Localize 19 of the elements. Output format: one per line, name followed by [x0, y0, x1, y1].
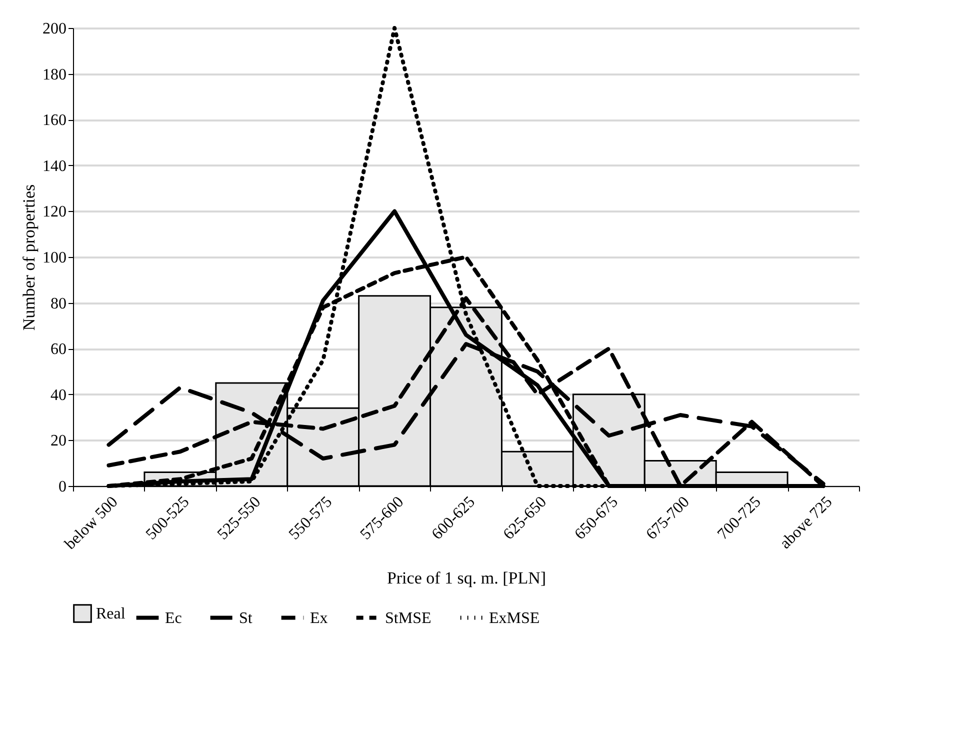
- legend-label: StMSE: [385, 610, 432, 627]
- legend-label: Real: [96, 606, 126, 622]
- y-tick-label: 140: [42, 158, 66, 175]
- legend-label: Ex: [310, 610, 328, 627]
- y-tick-label: 200: [42, 20, 66, 38]
- y-tick-label: 160: [42, 112, 66, 130]
- y-tick-label: 80: [50, 295, 66, 312]
- x-axis-title: Price of 1 sq. m. [PLN]: [386, 568, 546, 588]
- y-tick-label: 40: [50, 386, 66, 404]
- legend-label: ExMSE: [489, 610, 540, 627]
- y-tick-label: 120: [42, 204, 66, 221]
- y-tick-label: 60: [50, 341, 66, 358]
- y-tick-label: 100: [42, 250, 66, 266]
- y-tick-label: 180: [42, 66, 66, 84]
- legend-label: St: [239, 610, 253, 627]
- y-tick-label: 20: [50, 432, 66, 450]
- y-axis-title: Number of properties: [20, 184, 38, 331]
- y-tick-label: 0: [58, 478, 66, 496]
- legend-label: Ec: [165, 610, 182, 627]
